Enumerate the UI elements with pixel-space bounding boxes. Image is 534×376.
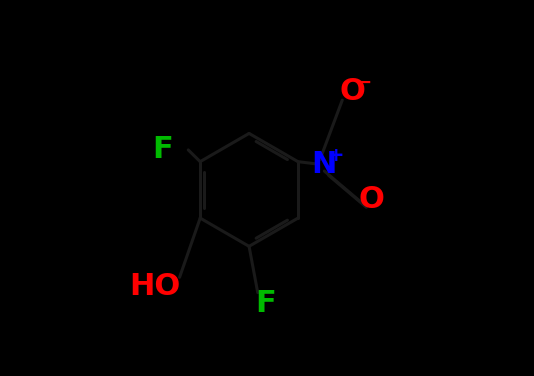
Text: N: N xyxy=(312,150,337,179)
Text: −: − xyxy=(356,73,372,92)
Text: HO: HO xyxy=(129,271,180,300)
Text: O: O xyxy=(359,185,384,214)
Text: O: O xyxy=(340,77,365,106)
Text: F: F xyxy=(153,135,174,164)
Text: +: + xyxy=(328,146,344,165)
Text: F: F xyxy=(255,289,276,318)
